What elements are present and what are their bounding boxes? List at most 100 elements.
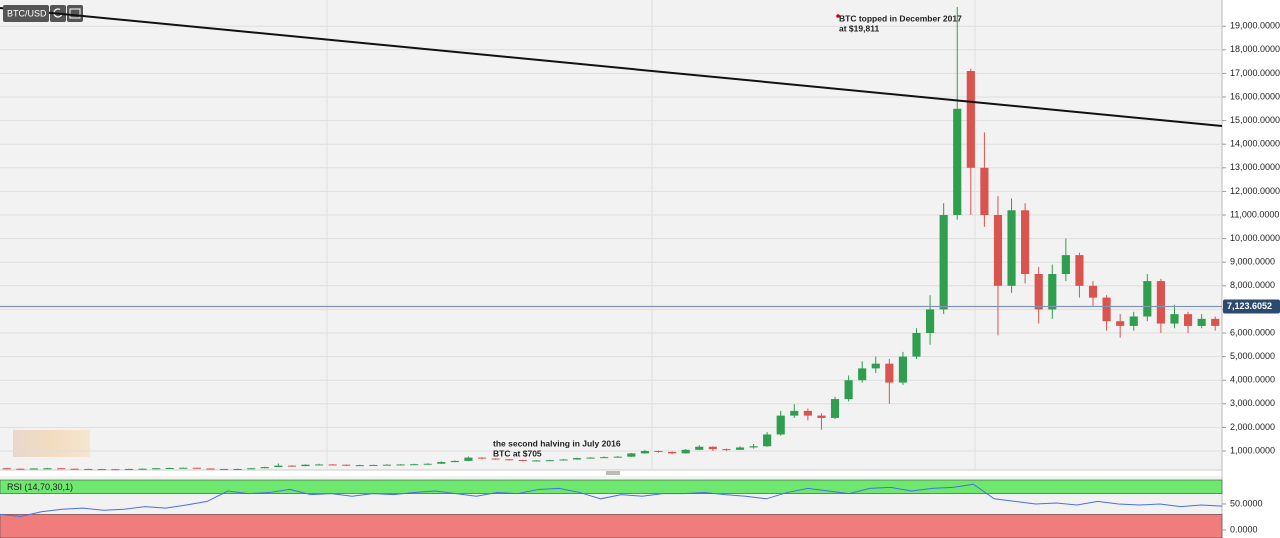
candle-body: [16, 468, 25, 470]
candle-body: [233, 468, 242, 470]
candle-body: [192, 467, 201, 469]
candle-body: [627, 453, 636, 457]
candle-body: [1007, 210, 1016, 286]
candle-body: [668, 451, 677, 454]
annotation-text: BTC at $705: [493, 448, 542, 458]
candle-body: [749, 446, 758, 448]
candle-body: [572, 458, 582, 460]
candle-body: [735, 447, 745, 450]
candle-body: [410, 464, 419, 466]
candle-body: [586, 457, 595, 459]
candle-body: [640, 451, 650, 454]
candle-body: [152, 468, 161, 470]
rsi-title: RSI (14,70,30,1): [7, 482, 73, 492]
candle-body: [1183, 314, 1193, 326]
candle-body: [722, 449, 731, 451]
candle-body: [450, 460, 459, 463]
candle-body: [1156, 281, 1165, 324]
candle-body: [84, 468, 93, 470]
candle-body: [695, 446, 704, 450]
candle-body: [260, 467, 269, 469]
candle-body: [1197, 318, 1206, 326]
candle-body: [1102, 297, 1111, 322]
candle-body: [600, 457, 609, 459]
candle-body: [1061, 255, 1070, 274]
candle-body: [518, 459, 527, 461]
y-tick-label: 2,000.0000: [1230, 422, 1275, 432]
calendar-button[interactable]: [67, 5, 83, 22]
candle-body: [179, 467, 188, 469]
candle-body: [1021, 210, 1030, 274]
y-tick-label: 11,000.0000: [1230, 209, 1279, 219]
candle-body: [57, 468, 66, 470]
blurred-logo: [13, 430, 90, 457]
y-tick-label: 15,000.0000: [1230, 115, 1280, 125]
y-tick-label: 19,000.0000: [1230, 21, 1280, 31]
rsi-title-background: [3, 481, 89, 493]
candle-body: [830, 399, 840, 418]
y-tick-label: 3,000.0000: [1230, 398, 1275, 408]
y-tick-label: 16,000.0000: [1230, 91, 1280, 101]
candle-body: [993, 214, 1003, 286]
candle-body: [2, 468, 11, 470]
candle-body: [763, 434, 772, 447]
candle-body: [437, 462, 446, 464]
candle-body: [559, 459, 568, 461]
candle-body: [1048, 273, 1057, 310]
candle-body: [328, 464, 337, 466]
candle-body: [355, 465, 364, 467]
y-tick-label: 0.0000: [1230, 524, 1258, 534]
candle-body: [1170, 314, 1179, 324]
candle-body: [545, 460, 554, 462]
candle-body: [97, 469, 106, 471]
candle-body: [423, 463, 432, 465]
candle-body: [505, 459, 514, 461]
candle-body: [43, 468, 52, 470]
candle-body: [912, 333, 921, 357]
y-tick-label: 13,000.0000: [1230, 162, 1280, 172]
candle-body: [708, 446, 717, 450]
annotation-marker: [836, 14, 840, 18]
candle-body: [124, 468, 134, 470]
candle-body: [247, 468, 256, 470]
resize-handle[interactable]: [606, 471, 620, 475]
candle-body: [871, 363, 880, 369]
candle-body: [274, 465, 283, 468]
candle-body: [369, 464, 378, 466]
candle-body: [654, 451, 663, 453]
candle-body: [858, 368, 867, 381]
oversold-band: [0, 514, 1223, 538]
calendar-icon: [69, 8, 81, 19]
rsi-line: [0, 483, 1223, 517]
candle-body: [898, 356, 907, 383]
symbol-label: BTC/USD: [7, 8, 47, 18]
y-tick-label: 1,000.0000: [1230, 445, 1275, 455]
candle-body: [396, 464, 405, 466]
symbol-badge[interactable]: [3, 5, 49, 22]
candle-body: [1143, 281, 1152, 317]
y-tick-label: 9,000.0000: [1230, 257, 1275, 267]
candle-body: [1088, 285, 1098, 298]
y-tick-label: 8,000.0000: [1230, 280, 1275, 290]
candle-body: [1116, 321, 1125, 326]
candle-body: [790, 410, 799, 416]
y-tick-label: 5,000.0000: [1230, 351, 1275, 361]
last-price-badge: [1223, 299, 1280, 314]
candle-body: [111, 469, 120, 471]
candle-body: [844, 380, 853, 400]
candle-body: [532, 460, 541, 462]
candle-body: [939, 214, 948, 310]
candle-body: [926, 309, 935, 334]
candle-body: [491, 458, 500, 460]
candle-body: [1211, 318, 1220, 326]
y-tick-label: 4,000.0000: [1230, 375, 1275, 385]
candle-body: [1075, 255, 1084, 286]
price-plot-background: [0, 0, 1222, 470]
y-tick-label: 10,000.0000: [1230, 233, 1280, 243]
candle-body: [165, 467, 174, 469]
candle-body: [776, 415, 785, 435]
candle-body: [301, 464, 310, 467]
candle-body: [287, 465, 296, 467]
candle-body: [1129, 316, 1138, 326]
